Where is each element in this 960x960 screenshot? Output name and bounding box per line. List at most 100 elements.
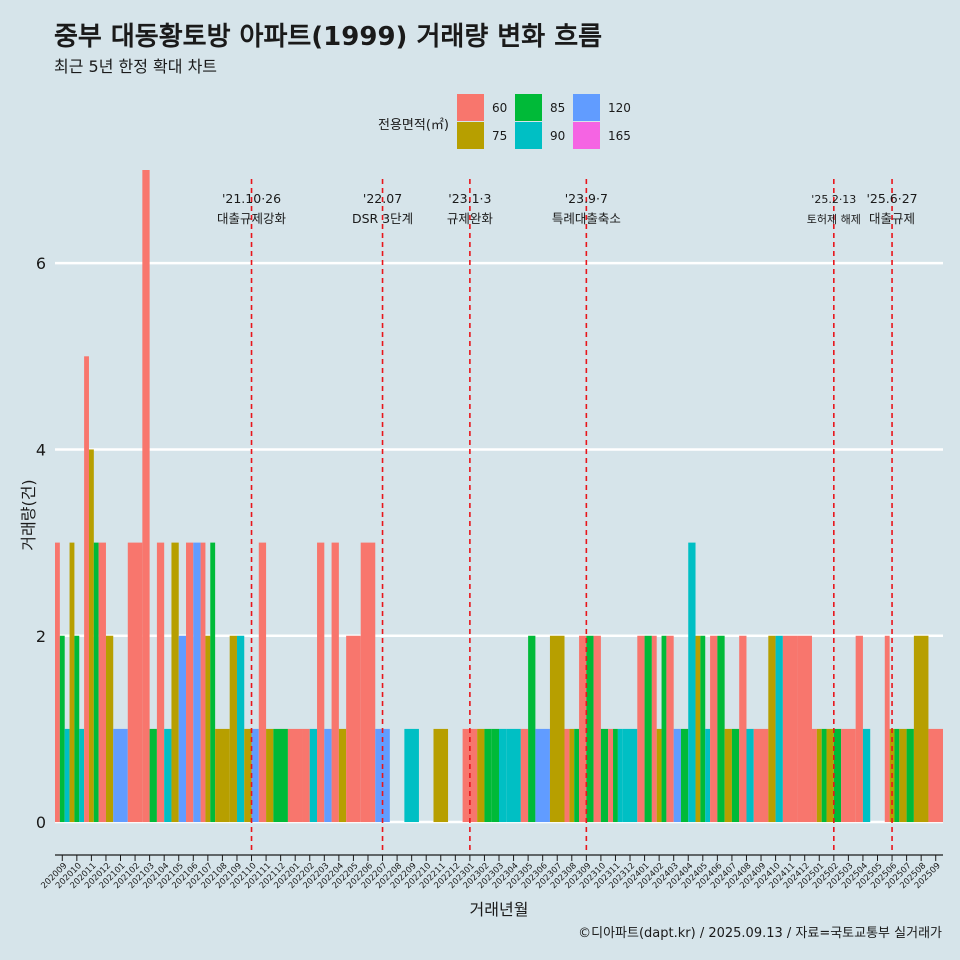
legend-label-120: 120: [608, 101, 631, 115]
chart-subtitle: 최근 5년 한정 확대 차트: [54, 57, 218, 76]
legend-label-60: 60: [492, 101, 507, 115]
bar-202403-60: [666, 635, 674, 823]
bar-202011-85: [93, 542, 99, 823]
bar-202405-85: [700, 635, 706, 823]
bar-202107-60: [200, 542, 206, 823]
bar-202102-60: [127, 542, 143, 823]
bar-202101-120: [113, 728, 128, 823]
legend-swatch-120: [573, 94, 600, 121]
bar-202012-60: [98, 542, 106, 823]
legend-label-90: 90: [550, 129, 565, 143]
bar-202309-85: [586, 635, 594, 823]
bar-202404-85: [680, 728, 689, 823]
y-tick-label: 4: [36, 440, 46, 459]
event-label: 대출규제: [869, 211, 915, 226]
bar-202105-75: [171, 542, 179, 823]
legend-swatch-165: [573, 122, 600, 149]
bar-202404-90: [688, 542, 696, 823]
bar-202409-60: [753, 728, 769, 823]
legend-title: 전용면적(㎡): [378, 118, 449, 133]
x-axis-title: 거래년월: [470, 900, 529, 919]
bar-202206-60: [360, 542, 376, 823]
bar-202502-85: [833, 728, 842, 823]
bar-202312-90: [622, 728, 638, 823]
bar-202203-120: [324, 728, 332, 823]
bar-202203-60: [317, 542, 325, 823]
bar-202205-60: [346, 635, 361, 823]
bar-202405-90: [705, 728, 711, 823]
legend-label-85: 85: [550, 101, 565, 115]
bar-202202-60: [302, 728, 310, 823]
event-label: 특례대출축소: [552, 211, 621, 226]
bar-202504-90: [862, 728, 871, 823]
bar-202010-75: [69, 542, 75, 823]
bar-202308-75: [569, 728, 575, 823]
legend-swatch-60: [457, 94, 484, 121]
bar-202308-85: [574, 728, 580, 823]
bar-202507-85: [906, 728, 914, 823]
bar-202209-90: [404, 728, 419, 823]
y-axis-title: 거래량(건): [19, 479, 38, 550]
bar-202406-85: [717, 635, 725, 823]
bar-202305-85: [528, 635, 536, 823]
legend-swatch-75: [457, 122, 484, 149]
bar-202410-75: [768, 635, 776, 823]
event-date: '21.10·26: [222, 191, 281, 206]
bar-202310-60: [593, 635, 601, 823]
event-label: 토허제 해제: [807, 212, 861, 226]
bar-202507-75: [899, 728, 907, 823]
bar-202412-60: [797, 635, 812, 823]
bar-202309-60: [579, 635, 587, 823]
bar-202107-75: [205, 635, 211, 823]
legend-label-75: 75: [492, 129, 507, 143]
bar-202211-75: [433, 728, 449, 823]
bar-202110-120: [251, 728, 259, 823]
bar-202204-75: [338, 728, 347, 823]
bar-202310-85: [600, 728, 609, 823]
source-caption: ©디아파트(dapt.kr) / 2025.09.13 / 자료=국토교통부 실…: [578, 926, 942, 941]
bar-202311-85: [613, 728, 618, 823]
bar-202106-120: [193, 542, 201, 823]
bar-202103-85: [149, 728, 157, 823]
bar-202011-75: [88, 449, 94, 823]
event-date: '25.2·13: [811, 193, 856, 206]
bar-202109-90: [236, 635, 245, 823]
bar-202307-75: [549, 635, 565, 823]
bar-202104-60: [156, 542, 165, 823]
bar-202104-90: [164, 728, 172, 823]
bar-202311-60: [608, 728, 614, 823]
bar-202403-120: [673, 728, 681, 823]
bar-202111-75: [266, 728, 274, 823]
y-tick-label: 0: [36, 813, 46, 832]
legend-swatch-90: [515, 122, 542, 149]
bar-202501-75: [816, 728, 822, 823]
bar-202009-85: [59, 635, 65, 823]
bar-202009-60: [55, 542, 60, 823]
bar-202501-85: [821, 728, 827, 823]
bar-202011-60: [84, 356, 89, 823]
bar-202407-75: [724, 728, 732, 823]
bar-202304-90: [506, 728, 521, 823]
bar-202509-60: [928, 728, 943, 823]
bar-202501-60: [811, 728, 817, 823]
bar-202302-75: [477, 728, 485, 823]
bar-202308-60: [564, 728, 570, 823]
bar-202410-90: [775, 635, 783, 823]
bar-202103-60: [142, 170, 150, 823]
bar-202311-90: [617, 728, 623, 823]
bar-202407-85: [731, 728, 740, 823]
y-tick-label: 6: [36, 254, 46, 273]
bar-202109-75: [229, 635, 237, 823]
bar-202303-90: [499, 728, 507, 823]
bar-202508-75: [913, 635, 929, 823]
bar-202202-90: [309, 728, 318, 823]
bar-202406-60: [710, 635, 718, 823]
bar-202010-90: [79, 728, 85, 823]
bar-202411-60: [782, 635, 798, 823]
bar-202204-60: [331, 542, 339, 823]
event-label: DSR 3단계: [352, 211, 413, 226]
bar-202010-85: [74, 635, 80, 823]
bar-202107-85: [210, 542, 216, 823]
bar-202105-120: [178, 635, 187, 823]
